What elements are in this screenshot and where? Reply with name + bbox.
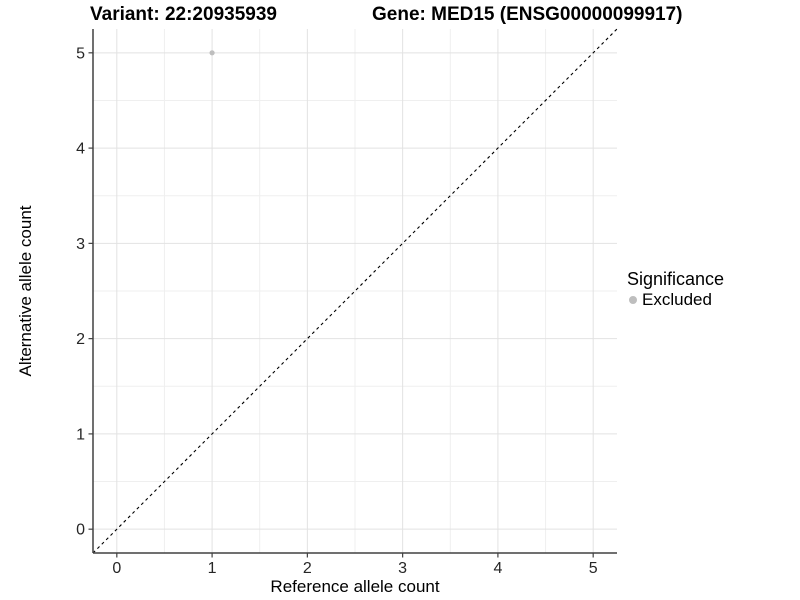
x-tick-label: 2 <box>303 560 312 577</box>
y-tick-label: 5 <box>76 45 85 62</box>
x-axis-title: Reference allele count <box>270 577 440 596</box>
legend-item-label: Excluded <box>642 290 712 309</box>
y-tick-label: 1 <box>76 426 85 443</box>
x-tick-label: 0 <box>112 560 121 577</box>
y-tick-label: 0 <box>76 522 85 539</box>
plot-title-variant: Variant: 22:20935939 <box>90 4 277 25</box>
y-axis-title: Alternative allele count <box>16 205 35 377</box>
legend-title: Significance <box>627 269 725 289</box>
legend: Significance Excluded <box>627 269 724 309</box>
plot-title-gene: Gene: MED15 (ENSG00000099917) <box>372 4 683 25</box>
x-tick-label: 5 <box>589 560 598 577</box>
legend-item: Excluded <box>627 290 724 309</box>
y-tick-label: 2 <box>76 331 85 348</box>
legend-point-icon <box>629 295 637 304</box>
x-tick-label: 1 <box>208 560 217 577</box>
y-tick-label: 3 <box>76 236 85 253</box>
y-tick-label: 4 <box>76 141 85 158</box>
data-point <box>209 50 215 56</box>
x-tick-label: 3 <box>398 560 407 577</box>
x-tick-label: 4 <box>493 560 502 577</box>
